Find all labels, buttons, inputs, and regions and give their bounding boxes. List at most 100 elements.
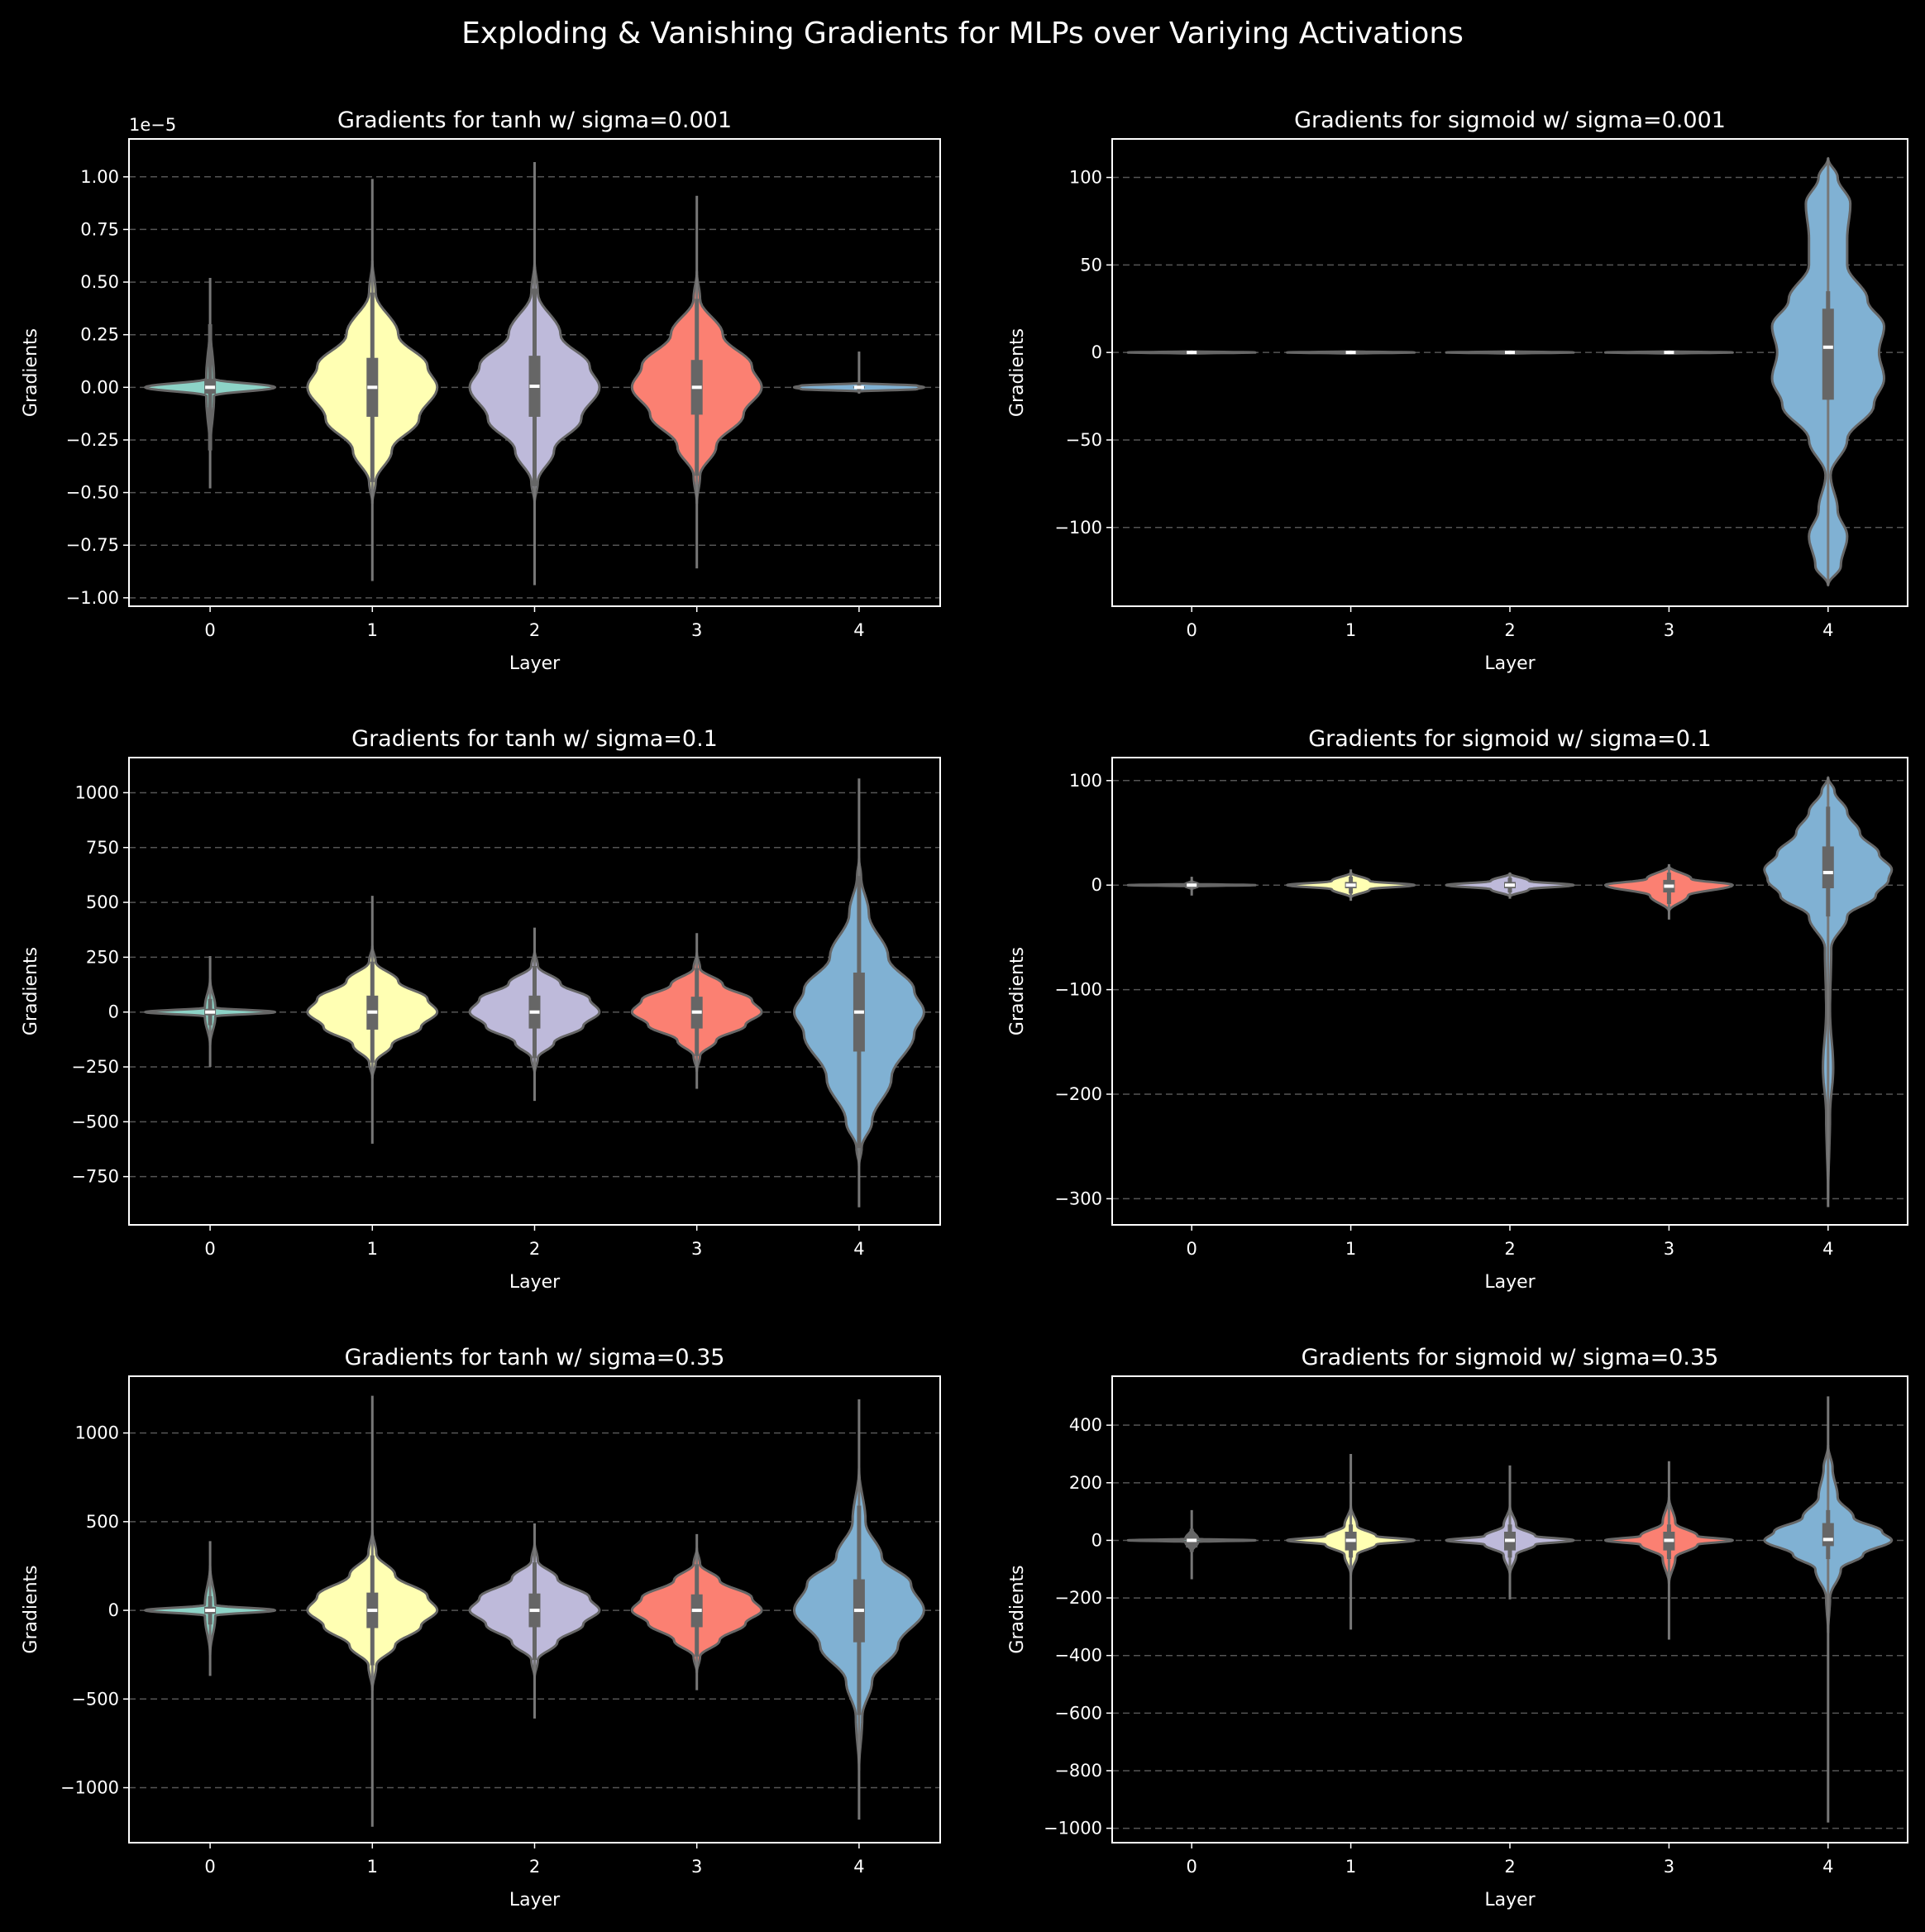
y-tick-label: 0.25: [80, 325, 119, 345]
subplot-title: Gradients for tanh w/ sigma=0.001: [337, 108, 732, 133]
y-tick-label: −600: [1054, 1703, 1102, 1723]
x-axis-label: Layer: [1484, 1890, 1536, 1910]
y-tick-label: 0: [1091, 875, 1102, 895]
y-tick-label: 0: [1091, 342, 1102, 362]
axes-frame: [128, 1375, 941, 1844]
y-tick-label: −200: [1054, 1084, 1102, 1104]
subplot-4: −1000 −500 0 500 1000 0 1 2 3 4 Gradients for tanh…: [21, 1345, 941, 1910]
subplot-title: Gradients for sigmoid w/ sigma=0.35: [1302, 1345, 1719, 1370]
y-tick-label: 400: [1069, 1415, 1102, 1435]
y-tick-label: 250: [86, 947, 119, 967]
subplot-3: −300 −200 −100 0 100 0 1 2 3 4 Gradients for sigmo…: [1007, 726, 1908, 1293]
figure-suptitle: Exploding & Vanishing Gradients for MLPs…: [461, 17, 1464, 50]
y-offset-text: 1e−5: [129, 115, 176, 135]
y-tick-label: 100: [1069, 771, 1102, 791]
x-tick-label: 0: [204, 1857, 215, 1877]
x-tick-label: 1: [367, 1239, 378, 1259]
y-tick-label: −1.00: [66, 588, 119, 608]
y-tick-label: 1000: [75, 1423, 119, 1443]
y-tick-label: −0.25: [66, 430, 119, 450]
x-tick-label: 1: [1345, 1239, 1356, 1259]
y-tick-label: −100: [1054, 518, 1102, 538]
y-tick-label: 750: [86, 838, 119, 858]
x-tick-label: 2: [529, 1857, 540, 1877]
y-tick-label: −200: [1054, 1588, 1102, 1608]
y-axis-label: Gradients: [1007, 1565, 1028, 1653]
y-axis-label: Gradients: [21, 1565, 41, 1653]
x-axis-label: Layer: [509, 1890, 561, 1910]
x-axis-label: Layer: [1484, 653, 1536, 674]
subplot-title: Gradients for tanh w/ sigma=0.35: [345, 1345, 725, 1370]
y-tick-label: 1000: [75, 782, 119, 802]
x-tick-label: 1: [1345, 1857, 1356, 1877]
x-axis-label: Layer: [1484, 1272, 1536, 1293]
subplot-5: −1000 −800 −600 −400 −200 0 200 400 0 1 2 3 4 Gradien…: [1007, 1345, 1908, 1910]
y-tick-label: −0.50: [66, 483, 119, 503]
x-tick-label: 0: [1187, 1239, 1197, 1259]
y-tick-label: 0.50: [80, 272, 119, 292]
x-tick-label: 3: [1664, 620, 1674, 640]
y-axis-label: Gradients: [1007, 328, 1028, 417]
y-tick-label: −1000: [60, 1778, 119, 1798]
x-tick-label: 2: [1504, 620, 1515, 640]
x-tick-label: 1: [367, 620, 378, 640]
violin-iqr-box: [1822, 1523, 1834, 1547]
x-tick-label: 3: [691, 620, 702, 640]
y-tick-label: 0.75: [80, 219, 119, 239]
x-axis-label: Layer: [509, 1272, 561, 1293]
x-tick-label: 0: [1187, 1857, 1197, 1877]
axes-frame: [1111, 138, 1908, 607]
y-tick-label: 0.00: [80, 377, 119, 397]
y-tick-label: −400: [1054, 1646, 1102, 1666]
axes-frame: [1111, 757, 1908, 1226]
x-tick-label: 2: [1504, 1857, 1515, 1877]
x-tick-label: 4: [853, 1239, 864, 1259]
x-tick-label: 4: [1822, 620, 1833, 640]
subplot-title: Gradients for sigmoid w/ sigma=0.1: [1308, 726, 1712, 752]
y-axis-label: Gradients: [21, 328, 41, 417]
x-tick-label: 1: [1345, 620, 1356, 640]
violin-iqr-box: [1822, 308, 1834, 400]
y-tick-label: 500: [86, 1512, 119, 1532]
x-tick-label: 3: [1664, 1857, 1674, 1877]
axes-frame: [128, 138, 941, 607]
x-tick-label: 3: [691, 1239, 702, 1259]
x-tick-label: 4: [1822, 1239, 1833, 1259]
x-tick-label: 0: [204, 620, 215, 640]
subplot-2: −750 −500 −250 0 250 500 750 1000 0 1 2 3 4 Gradients…: [21, 726, 941, 1293]
x-tick-label: 3: [1664, 1239, 1674, 1259]
y-axis-label: Gradients: [21, 947, 41, 1035]
y-tick-label: 200: [1069, 1473, 1102, 1493]
x-tick-label: 4: [853, 620, 864, 640]
subplot-1: −100 −50 0 50 100 0 1 2 3 4 Gradients for sigmoid …: [1007, 108, 1908, 674]
x-tick-label: 2: [1504, 1239, 1515, 1259]
y-tick-label: 100: [1069, 168, 1102, 188]
x-tick-label: 0: [204, 1239, 215, 1259]
y-tick-label: −750: [71, 1167, 119, 1187]
x-tick-label: 0: [1187, 620, 1197, 640]
y-tick-label: 0: [108, 1002, 119, 1022]
y-tick-label: −500: [71, 1689, 119, 1709]
y-tick-label: −250: [71, 1057, 119, 1077]
y-tick-label: −0.75: [66, 535, 119, 555]
y-tick-label: 0: [1091, 1530, 1102, 1550]
y-tick-label: 0: [108, 1600, 119, 1620]
x-tick-label: 3: [691, 1857, 702, 1877]
axes-frame: [128, 757, 941, 1226]
y-tick-label: −1000: [1044, 1819, 1102, 1839]
y-tick-label: −500: [71, 1112, 119, 1131]
y-tick-label: 50: [1080, 255, 1102, 275]
y-tick-label: −50: [1066, 430, 1102, 450]
subplot-0: −1.00 −0.75 −0.50 −0.25 0.00 0.25 0.50 0.75 1.00…: [21, 108, 941, 674]
y-tick-label: −800: [1054, 1761, 1102, 1781]
y-tick-label: −300: [1054, 1188, 1102, 1208]
x-tick-label: 4: [1822, 1857, 1833, 1877]
subplot-title: Gradients for sigmoid w/ sigma=0.001: [1294, 108, 1726, 133]
y-tick-label: 1.00: [80, 167, 119, 187]
subplot-title: Gradients for tanh w/ sigma=0.1: [351, 726, 718, 752]
x-tick-label: 2: [529, 1239, 540, 1259]
x-tick-label: 4: [853, 1857, 864, 1877]
y-axis-label: Gradients: [1007, 947, 1028, 1035]
